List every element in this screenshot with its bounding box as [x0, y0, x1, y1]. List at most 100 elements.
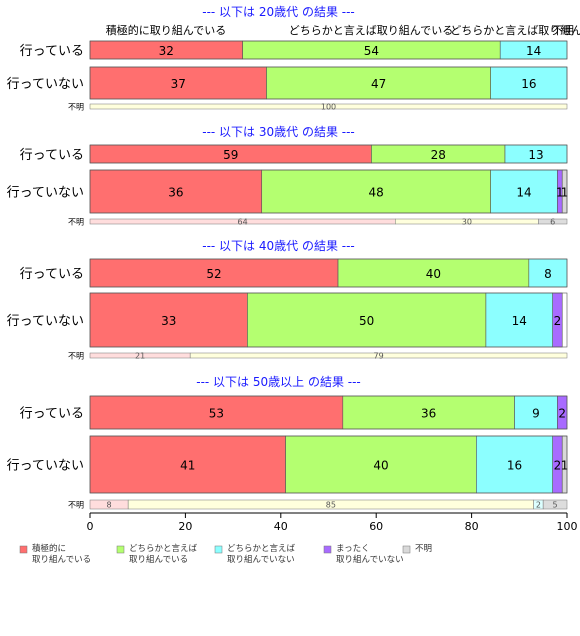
- bar-outline: [89, 435, 568, 494]
- legend-swatch: [19, 545, 28, 554]
- bar-segment: [485, 292, 553, 348]
- bar-outline: [89, 144, 568, 164]
- bar-segment: [247, 292, 487, 348]
- bar-value-label: 16: [521, 77, 536, 91]
- bar-segment: [89, 258, 339, 288]
- x-axis-tick-label: 100: [557, 520, 578, 533]
- bar-outline: [89, 169, 568, 214]
- bar-value-label: 59: [223, 148, 238, 162]
- bar-value-label: 54: [364, 44, 379, 58]
- bar-value-label: 2: [554, 459, 562, 473]
- unknown-bar-value-label: 85: [326, 501, 336, 510]
- bar-value-label: 16: [507, 459, 522, 473]
- legend-label: 取り組んでいない: [336, 554, 404, 565]
- x-axis-tick-label: 0: [87, 520, 94, 533]
- bar-value-label: 13: [528, 148, 543, 162]
- row-category-label: 行っていない: [7, 77, 84, 92]
- bar-segment: [89, 292, 248, 348]
- bar-value-label: 2: [558, 407, 566, 421]
- bar-value-label: 41: [180, 459, 195, 473]
- panel-title: --- 以下は 30歳代 の結果 ---: [202, 125, 355, 139]
- legend-swatch: [323, 545, 332, 554]
- bar-value-label: 9: [532, 407, 540, 421]
- bar-value-label: 48: [369, 186, 384, 200]
- legend-label: 不明: [415, 544, 432, 554]
- unknown-bar-value-label: 6: [550, 218, 555, 227]
- bar-value-label: 8: [544, 267, 552, 281]
- bar-segment: [514, 395, 558, 430]
- unknown-bar-value-label: 5: [553, 501, 558, 510]
- x-axis-tick-label: 80: [465, 520, 479, 533]
- bar-value-label: 1: [556, 186, 564, 200]
- unknown-bar-segment: [189, 352, 568, 359]
- legend-label: どちらかと言えば: [129, 543, 198, 554]
- bar-value-label: 37: [171, 77, 186, 91]
- top-category-label: どちらかと言えば取り組んでいる: [289, 24, 453, 37]
- bar-value-label: 47: [371, 77, 386, 91]
- unknown-bar-segment: [538, 218, 568, 225]
- row-category-label: 行っていない: [7, 459, 84, 474]
- row-category-label: 行っている: [20, 407, 84, 422]
- bar-value-label: 14: [516, 186, 531, 200]
- unknown-bar-value-label: 30: [462, 218, 472, 227]
- unknown-bar-value-label: 8: [107, 501, 112, 510]
- unknown-bar-value-label: 79: [373, 352, 383, 361]
- unknown-bar-value-label: 100: [321, 103, 336, 112]
- bar-value-label: 14: [526, 44, 541, 58]
- legend-label: どちらかと言えば: [227, 543, 296, 554]
- bar-value-label: 52: [206, 267, 221, 281]
- unknown-bar-value-label: 21: [135, 352, 145, 361]
- unknown-bar-segment: [542, 499, 568, 510]
- unknown-row-label: 不明: [68, 501, 84, 510]
- unknown-row-label: 不明: [68, 352, 84, 361]
- legend-label: 取り組んでいる: [32, 554, 91, 565]
- top-category-label: 不明: [552, 24, 574, 37]
- bar-outline: [89, 66, 568, 100]
- row-category-label: 行っている: [20, 44, 84, 59]
- x-axis-tick-label: 60: [369, 520, 383, 533]
- top-category-label: 積極的に取り組んでいる: [106, 23, 226, 37]
- legend-swatch: [402, 545, 411, 554]
- bar-outline: [89, 40, 568, 60]
- bar-segment: [266, 66, 491, 100]
- unknown-row-label: 不明: [68, 218, 84, 227]
- bar-outline: [89, 292, 568, 348]
- unknown-bar-segment: [89, 103, 568, 110]
- bar-value-label: 50: [359, 314, 374, 328]
- row-category-label: 行っている: [20, 267, 84, 282]
- legend-label: まったく: [336, 544, 370, 554]
- legend-label: 取り組んでいる: [129, 554, 188, 565]
- bar-value-label: 1: [561, 186, 569, 200]
- legend-label: 取り組んでいない: [227, 554, 295, 565]
- bar-value-label: 2: [554, 314, 562, 328]
- bar-segment: [89, 435, 286, 494]
- x-axis-tick-label: 40: [274, 520, 288, 533]
- panel-title: --- 以下は 40歳代 の結果 ---: [202, 239, 355, 253]
- row-category-label: 行っていない: [7, 186, 84, 201]
- unknown-bar-value-label: 64: [238, 218, 248, 227]
- legend-swatch: [116, 545, 125, 554]
- legend-swatch: [214, 545, 223, 554]
- bar-segment: [89, 66, 267, 100]
- unknown-bar-value-label: 2: [536, 501, 541, 510]
- bar-segment: [89, 169, 263, 214]
- bar-outline: [89, 258, 568, 288]
- x-axis-tick-label: 20: [178, 520, 192, 533]
- bar-value-label: 36: [168, 186, 183, 200]
- bar-value-label: 53: [209, 407, 224, 421]
- bar-value-label: 36: [421, 407, 436, 421]
- bar-value-label: 28: [431, 148, 446, 162]
- bar-value-label: 14: [512, 314, 527, 328]
- bar-value-label: 32: [159, 44, 174, 58]
- bar-value-label: 40: [373, 459, 388, 473]
- legend-label: 積極的に: [32, 543, 66, 554]
- bar-segment: [89, 395, 344, 430]
- bar-outline: [89, 395, 568, 430]
- panel-title: --- 以下は 20歳代 の結果 ---: [202, 5, 355, 19]
- bar-value-label: 40: [426, 267, 441, 281]
- bar-value-label: 1: [561, 459, 569, 473]
- panel-title: --- 以下は 50歳以上 の結果 ---: [196, 375, 361, 389]
- row-category-label: 行っていない: [7, 314, 84, 329]
